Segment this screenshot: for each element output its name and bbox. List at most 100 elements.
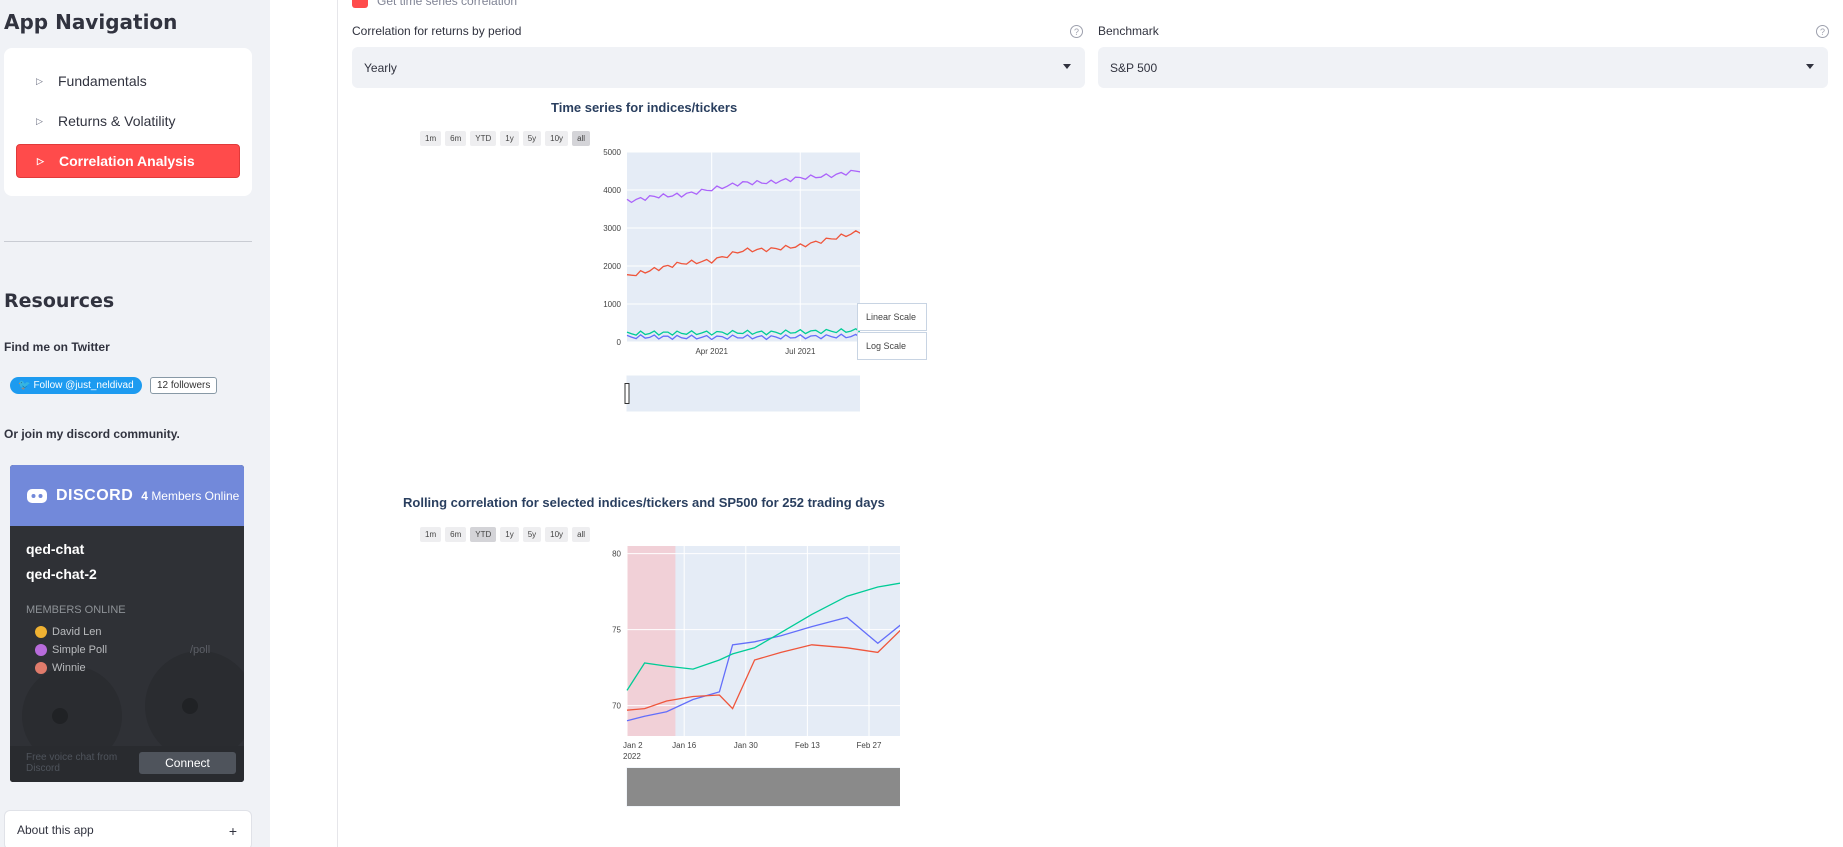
series-line-sp500 (626, 169, 860, 204)
nav-title: App Navigation (4, 10, 178, 34)
twitter-followers-count[interactable]: 12 followers (150, 377, 218, 394)
y-tick-label: 0 (617, 338, 622, 347)
range-button-1m[interactable]: 1m (420, 131, 442, 146)
nav-item-returns-volatility[interactable]: ▷ Returns & Volatility (16, 104, 240, 138)
discord-brand: DISCORD (56, 486, 134, 504)
member-name: David Len (52, 626, 102, 638)
range-button-10y[interactable]: 10y (545, 131, 569, 146)
y-tick-label: 70 (612, 702, 621, 711)
y-tick-label: 75 (612, 626, 621, 635)
play-icon: ▷ (37, 155, 44, 166)
range-button-10y[interactable]: 10y (545, 527, 569, 542)
period-label: Correlation for returns by period (352, 24, 522, 38)
discord-header[interactable]: DISCORD 4 Members Online (10, 465, 244, 526)
range-button-1y[interactable]: 1y (500, 131, 519, 146)
main-content: Get time series correlation Correlation … (270, 0, 1843, 847)
chevron-down-icon (1063, 64, 1071, 69)
poll-command: /poll (190, 644, 211, 656)
twitter-label: Find me on Twitter (4, 340, 110, 354)
range-button-1m[interactable]: 1m (420, 527, 442, 542)
discord-member[interactable]: David Len (35, 626, 102, 638)
period-value: Yearly (364, 60, 397, 75)
y-tick-label: 1000 (603, 300, 621, 309)
twitter-bird-icon: 🐦 (18, 380, 31, 391)
about-label: About this app (17, 823, 94, 837)
discord-logo-icon (27, 488, 47, 503)
x-tick-label: 2022 (623, 752, 641, 761)
range-slider-mask (627, 768, 900, 806)
sidebar-divider (4, 241, 252, 242)
twitter-follow-label: Follow @just_neldivad (33, 380, 134, 391)
chevron-down-icon (1806, 64, 1814, 69)
play-icon: ▷ (36, 75, 43, 86)
log-scale-button[interactable]: Log Scale (857, 332, 927, 360)
discord-channel[interactable]: qed-chat-2 (26, 566, 97, 582)
member-name: Simple Poll (52, 644, 108, 656)
twitter-follow-button[interactable]: 🐦 Follow @just_neldivad (10, 377, 142, 394)
resources-title: Resources (4, 290, 115, 312)
range-button-all[interactable]: all (572, 527, 591, 542)
discord-member[interactable]: Winnie (35, 662, 86, 674)
member-name: Winnie (52, 662, 86, 674)
avatar (35, 644, 47, 656)
discord-member[interactable]: Simple Poll (35, 644, 107, 656)
range-button-ytd[interactable]: YTD (470, 527, 497, 542)
benchmark-label: Benchmark (1098, 24, 1159, 38)
checkbox-label: Get time series correlation (377, 0, 518, 8)
chart-title: Rolling correlation for selected indices… (403, 495, 885, 510)
nav-item-label: Correlation Analysis (59, 153, 195, 169)
range-button-all[interactable]: all (572, 131, 591, 146)
discord-widget: DISCORD 4 Members Online qed-chat qed-ch… (10, 465, 244, 782)
y-tick-label: 3000 (603, 224, 621, 233)
y-tick-label: 80 (612, 550, 621, 559)
help-icon[interactable]: ? (1816, 25, 1829, 38)
series-line-aapl (626, 616, 900, 722)
series-line-msft (626, 582, 900, 691)
y-tick-label: 2000 (603, 262, 621, 271)
x-tick-label: Jan 16 (672, 741, 697, 750)
avatar (35, 662, 47, 674)
benchmark-value: S&P 500 (1110, 60, 1158, 75)
checkbox-time-series[interactable] (352, 0, 368, 8)
help-icon[interactable]: ? (1070, 25, 1083, 38)
linear-scale-button[interactable]: Linear Scale (857, 303, 927, 331)
chart-title: Time series for indices/tickers (551, 100, 738, 115)
period-select[interactable]: Yearly (352, 47, 1085, 88)
y-tick-label: 5000 (603, 148, 621, 157)
range-button-5y[interactable]: 5y (522, 131, 542, 146)
range-button-6m[interactable]: 6m (445, 527, 467, 542)
avatar (35, 626, 47, 638)
about-expander[interactable]: About this app + (4, 810, 252, 847)
x-tick-label: Feb 13 (795, 741, 820, 750)
plot-area (627, 152, 860, 342)
series-line-goog (626, 230, 860, 277)
x-tick-label: Jan 30 (734, 741, 759, 750)
x-tick-label: Apr 2021 (695, 347, 728, 356)
series-line-msft (626, 327, 860, 336)
plus-icon: + (228, 823, 237, 839)
members-online-header: MEMBERS ONLINE (26, 604, 126, 616)
nav-item-correlation-analysis[interactable]: ▷ Correlation Analysis (16, 144, 240, 178)
nav-item-fundamentals[interactable]: ▷ Fundamentals (16, 64, 240, 98)
highlight-band (627, 546, 676, 736)
nav-item-label: Returns & Volatility (58, 113, 176, 129)
range-button-6m[interactable]: 6m (445, 131, 467, 146)
sidebar: App Navigation ▷ Fundamentals ▷ Returns … (0, 0, 270, 847)
range-button-5y[interactable]: 5y (522, 527, 542, 542)
range-button-1y[interactable]: 1y (500, 527, 519, 542)
discord-connect-button[interactable]: Connect (139, 752, 236, 774)
content-border (337, 0, 338, 847)
discord-background-icon (22, 651, 244, 766)
benchmark-select[interactable]: S&P 500 (1098, 47, 1828, 88)
discord-members-online: 4 Members Online (141, 488, 240, 503)
range-button-ytd[interactable]: YTD (470, 131, 497, 146)
discord-footer: Free voice chat from Discord Connect (10, 746, 244, 782)
y-tick-label: 4000 (603, 186, 621, 195)
discord-footer-text: Free voice chat from Discord (26, 752, 118, 774)
play-icon: ▷ (36, 115, 43, 126)
series-line-goog (626, 629, 900, 711)
range-slider (626, 375, 860, 412)
discord-channel[interactable]: qed-chat (26, 541, 85, 557)
